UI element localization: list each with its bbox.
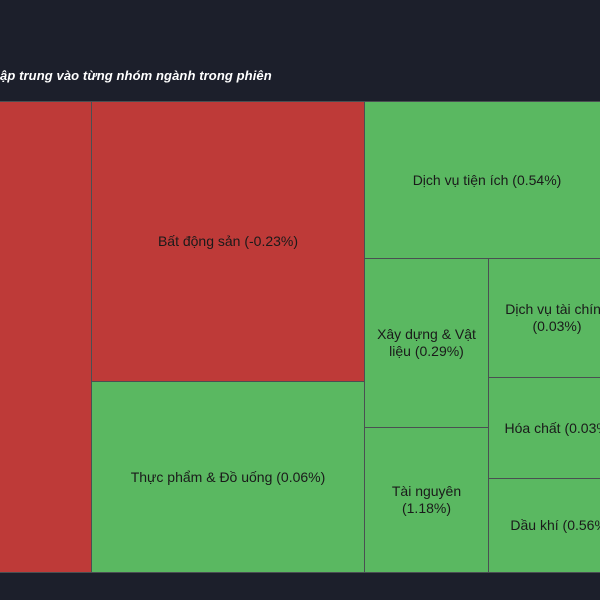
tile-dich-vu-tai-chinh[interactable]: Dịch vụ tài chính (0.03%) [488, 258, 600, 378]
tile-xay-dung-vat-lieu[interactable]: Xây dựng & Vật liệu (0.29%) [364, 258, 489, 428]
tile-label: Dịch vụ tài chính (0.03%) [505, 301, 600, 334]
tile-label: Thực phẩm & Đồ uống (0.06%) [130, 468, 326, 485]
tile-dau-khi[interactable]: Dầu khí (0.56%) [488, 478, 600, 573]
tile-label: Dầu khí (0.56%) [510, 517, 600, 533]
treemap: Bất động sản (-0.23%) Thực phẩm & Đồ uống… [0, 101, 600, 573]
tile-hoa-chat[interactable]: Hóa chất (0.03%) [488, 377, 600, 479]
treemap-frame: Bất động sản (-0.23%) Thực phẩm & Đồ uống… [0, 101, 600, 573]
tile-label: Xây dựng & Vật liệu (0.29%) [377, 326, 476, 359]
tile-dich-vu-tien-ich[interactable]: Dịch vụ tiện ích (0.54%) [364, 101, 600, 259]
tile-label: Hóa chất (0.03%) [504, 419, 600, 436]
tile-label: Dịch vụ tiện ích (0.54%) [412, 171, 562, 188]
tile-sector-0[interactable] [0, 101, 92, 573]
tile-label: Bất động sản (-0.23%) [157, 233, 299, 249]
chart-title: ập trung vào từng nhóm ngành trong phiên [0, 68, 272, 83]
tile-tai-nguyen[interactable]: Tài nguyên (1.18%) [364, 427, 489, 573]
tile-bat-dong-san[interactable]: Bất động sản (-0.23%) [91, 101, 365, 382]
tile-label: Tài nguyên (1.18%) [391, 483, 462, 516]
tile-thuc-pham-do-uong[interactable]: Thực phẩm & Đồ uống (0.06%) [91, 381, 365, 573]
